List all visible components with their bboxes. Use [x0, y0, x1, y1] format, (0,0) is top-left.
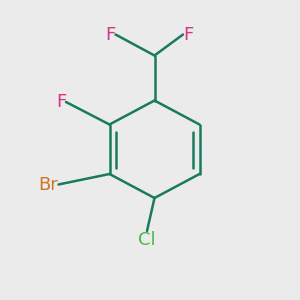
Text: Br: Br — [39, 176, 58, 194]
Text: F: F — [183, 26, 193, 44]
Text: Cl: Cl — [138, 231, 156, 249]
Text: F: F — [105, 26, 116, 44]
Text: F: F — [56, 93, 66, 111]
